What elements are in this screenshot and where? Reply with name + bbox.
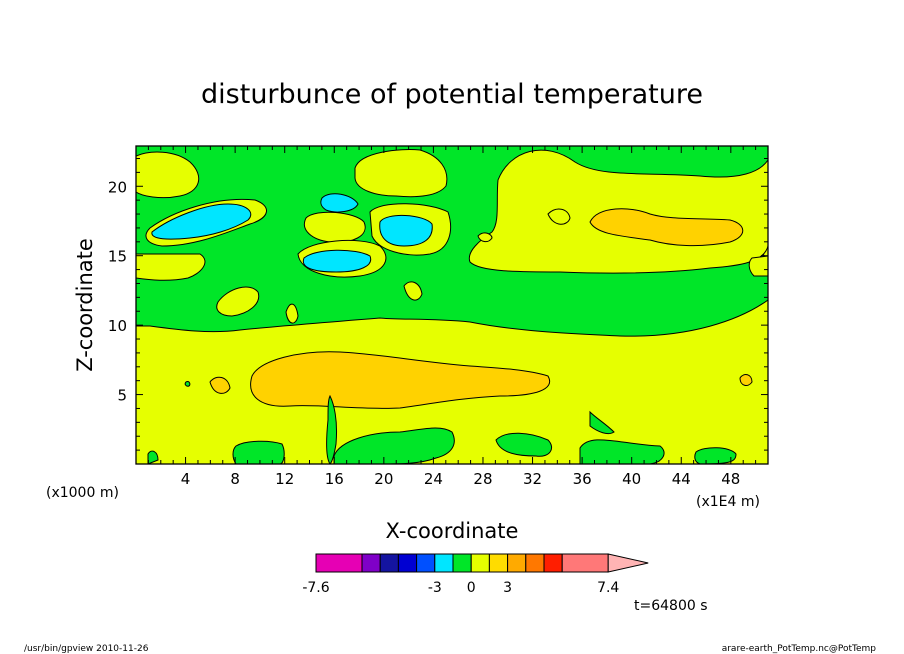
colorbar-swatch [543,553,563,573]
region-green-patch [579,439,665,464]
region-green-patch [232,440,285,464]
y-axis-title: Z-coordinate [73,238,97,372]
region-orange-blob [589,208,744,247]
colorbar-swatch [379,553,399,573]
x-tick-label: 12 [275,470,294,488]
region-cyan-blob [151,203,252,240]
region-cyan-blob [379,215,433,247]
colorbar [315,553,649,573]
footer-right: arare-earth_PotTemp.nc@PotTemp [722,644,877,654]
colorbar-label: -3 [428,580,442,596]
colorbar-swatch [361,553,381,573]
x-tick-label: 40 [622,470,641,488]
region-green-patch [184,381,191,387]
x-tick-label: 8 [230,470,240,488]
colorbar-swatch [452,553,472,573]
region-orange-blob [739,374,753,386]
y-axis-unit: (x1000 m) [46,485,119,501]
x-tick-label: 44 [672,470,691,488]
region-yellow-blob [403,281,423,301]
region-green-patch [495,432,552,457]
x-tick-label: 24 [424,470,443,488]
region-orange-blob [209,376,231,394]
time-label: t=64800 s [634,598,708,614]
y-tick-label: 15 [108,248,127,266]
y-tick-label: 10 [108,317,127,335]
x-tick-label: 20 [374,470,393,488]
region-yellow-blob [354,149,448,198]
colorbar-swatch [507,553,527,573]
colorbar-label: 3 [503,580,512,596]
colorbar-label: 7.4 [597,580,619,596]
region-cyan-blob [320,193,359,213]
x-tick-label: 32 [523,470,542,488]
colorbar-swatch [397,553,418,573]
region-green-patch [333,427,455,464]
region-green-patch [694,447,737,464]
region-yellow-blob [285,303,299,324]
region-yellow-blob [216,286,260,317]
region-yellow-blob [748,255,768,277]
plot-area [135,145,769,465]
colorbar-swatch [315,553,363,573]
region-green-plume [589,410,615,435]
colorbar-label: 0 [467,580,476,596]
x-axis-title: X-coordinate [386,519,519,543]
colorbar-swatch [470,553,490,573]
y-tick-label: 20 [108,178,127,196]
region-yellow-blob [136,253,206,281]
x-tick-label: 16 [325,470,344,488]
region-orange-band [250,351,551,409]
chart-title: disturbunce of potential temperature [201,79,703,110]
y-axis-ticks: 5 10 15 20 [108,157,768,451]
colorbar-labels: -7.6 -3 0 3 7.4 [302,580,619,596]
region-yellow-blob [304,211,366,243]
x-axis-ticks: 4 8 12 16 20 24 28 32 36 40 44 48 [147,146,769,488]
colorbar-swatch [434,553,454,573]
region-green-plume [326,394,337,464]
region-yellow-blob [547,208,571,225]
colorbar-swatch [561,553,609,573]
colorbar-swatch [525,553,545,573]
region-green-patch [147,450,159,464]
x-tick-label: 48 [721,470,740,488]
plot-frame [135,145,769,465]
x-tick-label: 36 [573,470,592,488]
region-yellow-blob [477,232,493,243]
colorbar-swatch [488,553,509,573]
footer-left: /usr/bin/gpview 2010-11-26 [24,644,149,654]
y-tick-label: 5 [117,387,127,405]
x-axis-unit: (x1E4 m) [696,494,760,510]
colorbar-swatch [416,553,436,573]
colorbar-label: -7.6 [302,580,329,596]
colorbar-arrow [607,553,649,573]
region-yellow-blob [136,151,200,199]
x-tick-label: 4 [181,470,191,488]
x-tick-label: 28 [473,470,492,488]
region-cyan-blob [302,249,372,273]
